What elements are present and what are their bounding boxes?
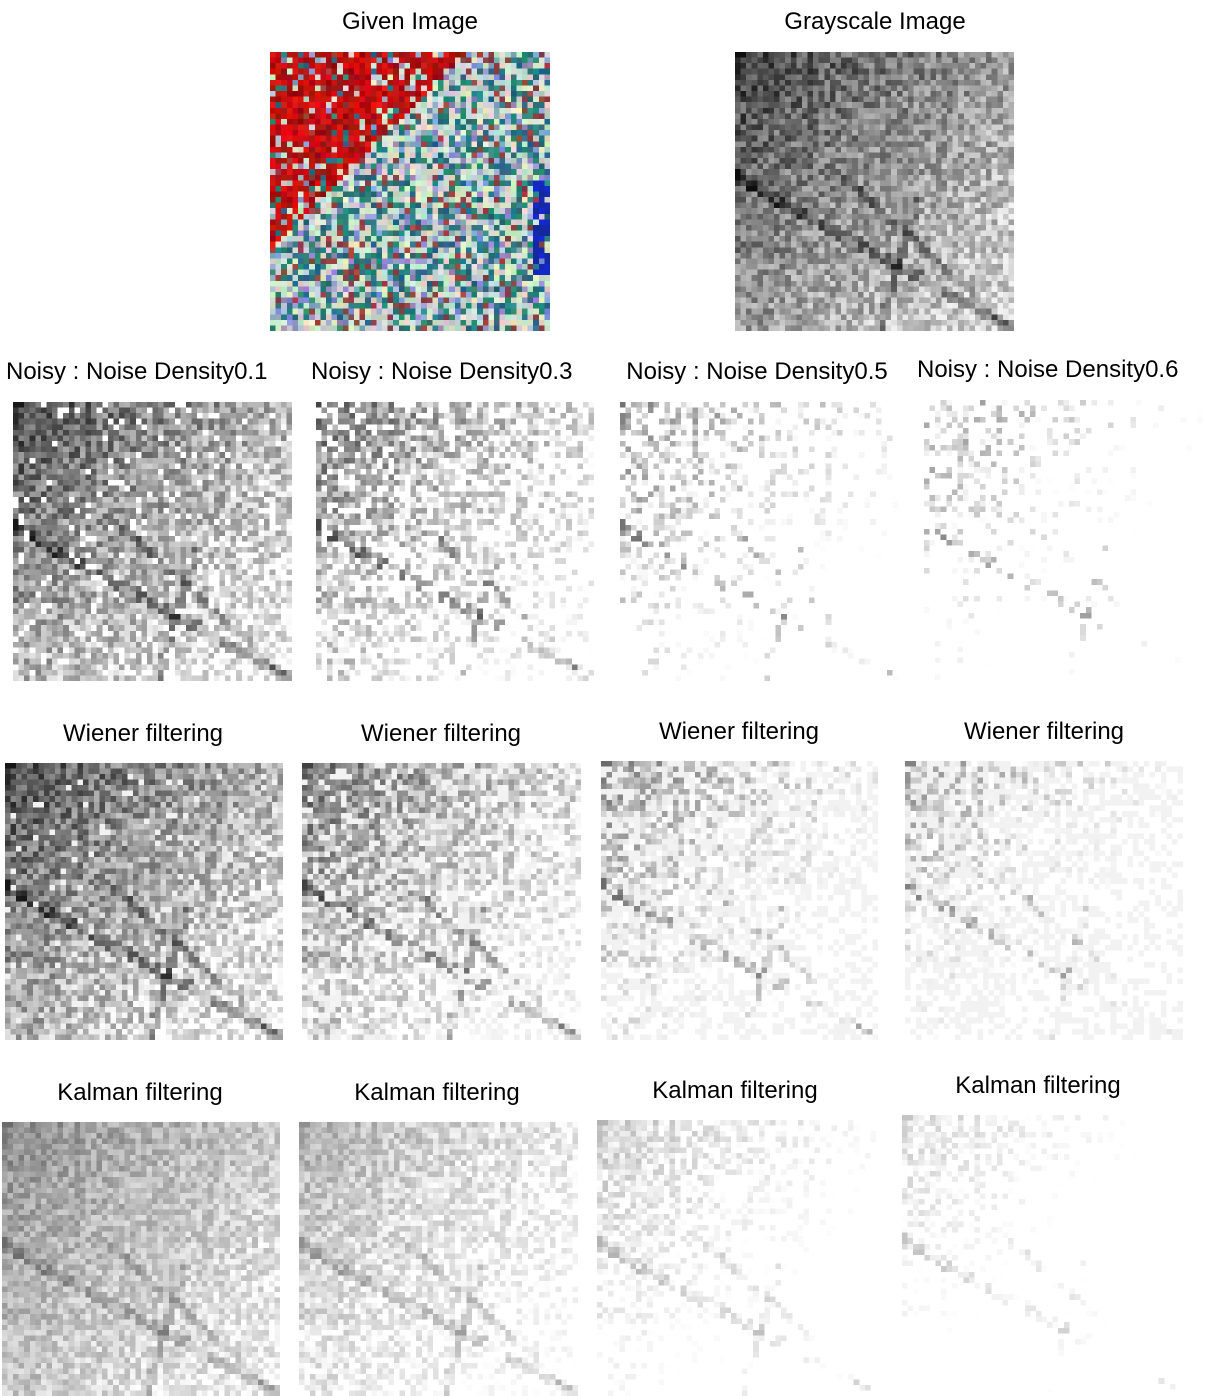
image-noisy-01: [13, 402, 292, 681]
image-noisy-06: [924, 400, 1203, 680]
title-grayscale-image: Grayscale Image: [735, 8, 1015, 36]
title-noisy-03: Noisy : Noise Density0.3: [311, 358, 572, 386]
title-wiener-05: Wiener filtering: [601, 718, 877, 746]
image-wiener-06: [905, 761, 1183, 1040]
image-grayscale: [735, 52, 1014, 331]
image-given-color: [270, 52, 550, 331]
image-wiener-01: [5, 763, 283, 1040]
title-kalman-06: Kalman filtering: [900, 1072, 1176, 1100]
title-wiener-03: Wiener filtering: [302, 720, 580, 748]
image-wiener-05: [601, 761, 878, 1040]
title-wiener-01: Wiener filtering: [5, 720, 281, 748]
title-given-image: Given Image: [270, 8, 550, 36]
title-noisy-06: Noisy : Noise Density0.6: [917, 356, 1211, 384]
image-wiener-03: [302, 763, 581, 1040]
image-kalman-03: [299, 1122, 578, 1396]
title-wiener-06: Wiener filtering: [905, 718, 1183, 746]
title-kalman-05: Kalman filtering: [597, 1077, 873, 1105]
title-noisy-05: Noisy : Noise Density0.5: [613, 358, 901, 386]
title-kalman-01: Kalman filtering: [2, 1079, 278, 1107]
image-kalman-06: [902, 1115, 1181, 1395]
image-noisy-05: [620, 402, 898, 681]
image-kalman-01: [2, 1122, 280, 1396]
title-noisy-01: Noisy : Noise Density0.1: [6, 358, 267, 386]
title-kalman-03: Kalman filtering: [299, 1079, 575, 1107]
image-noisy-03: [316, 402, 594, 681]
image-kalman-05: [597, 1120, 876, 1396]
